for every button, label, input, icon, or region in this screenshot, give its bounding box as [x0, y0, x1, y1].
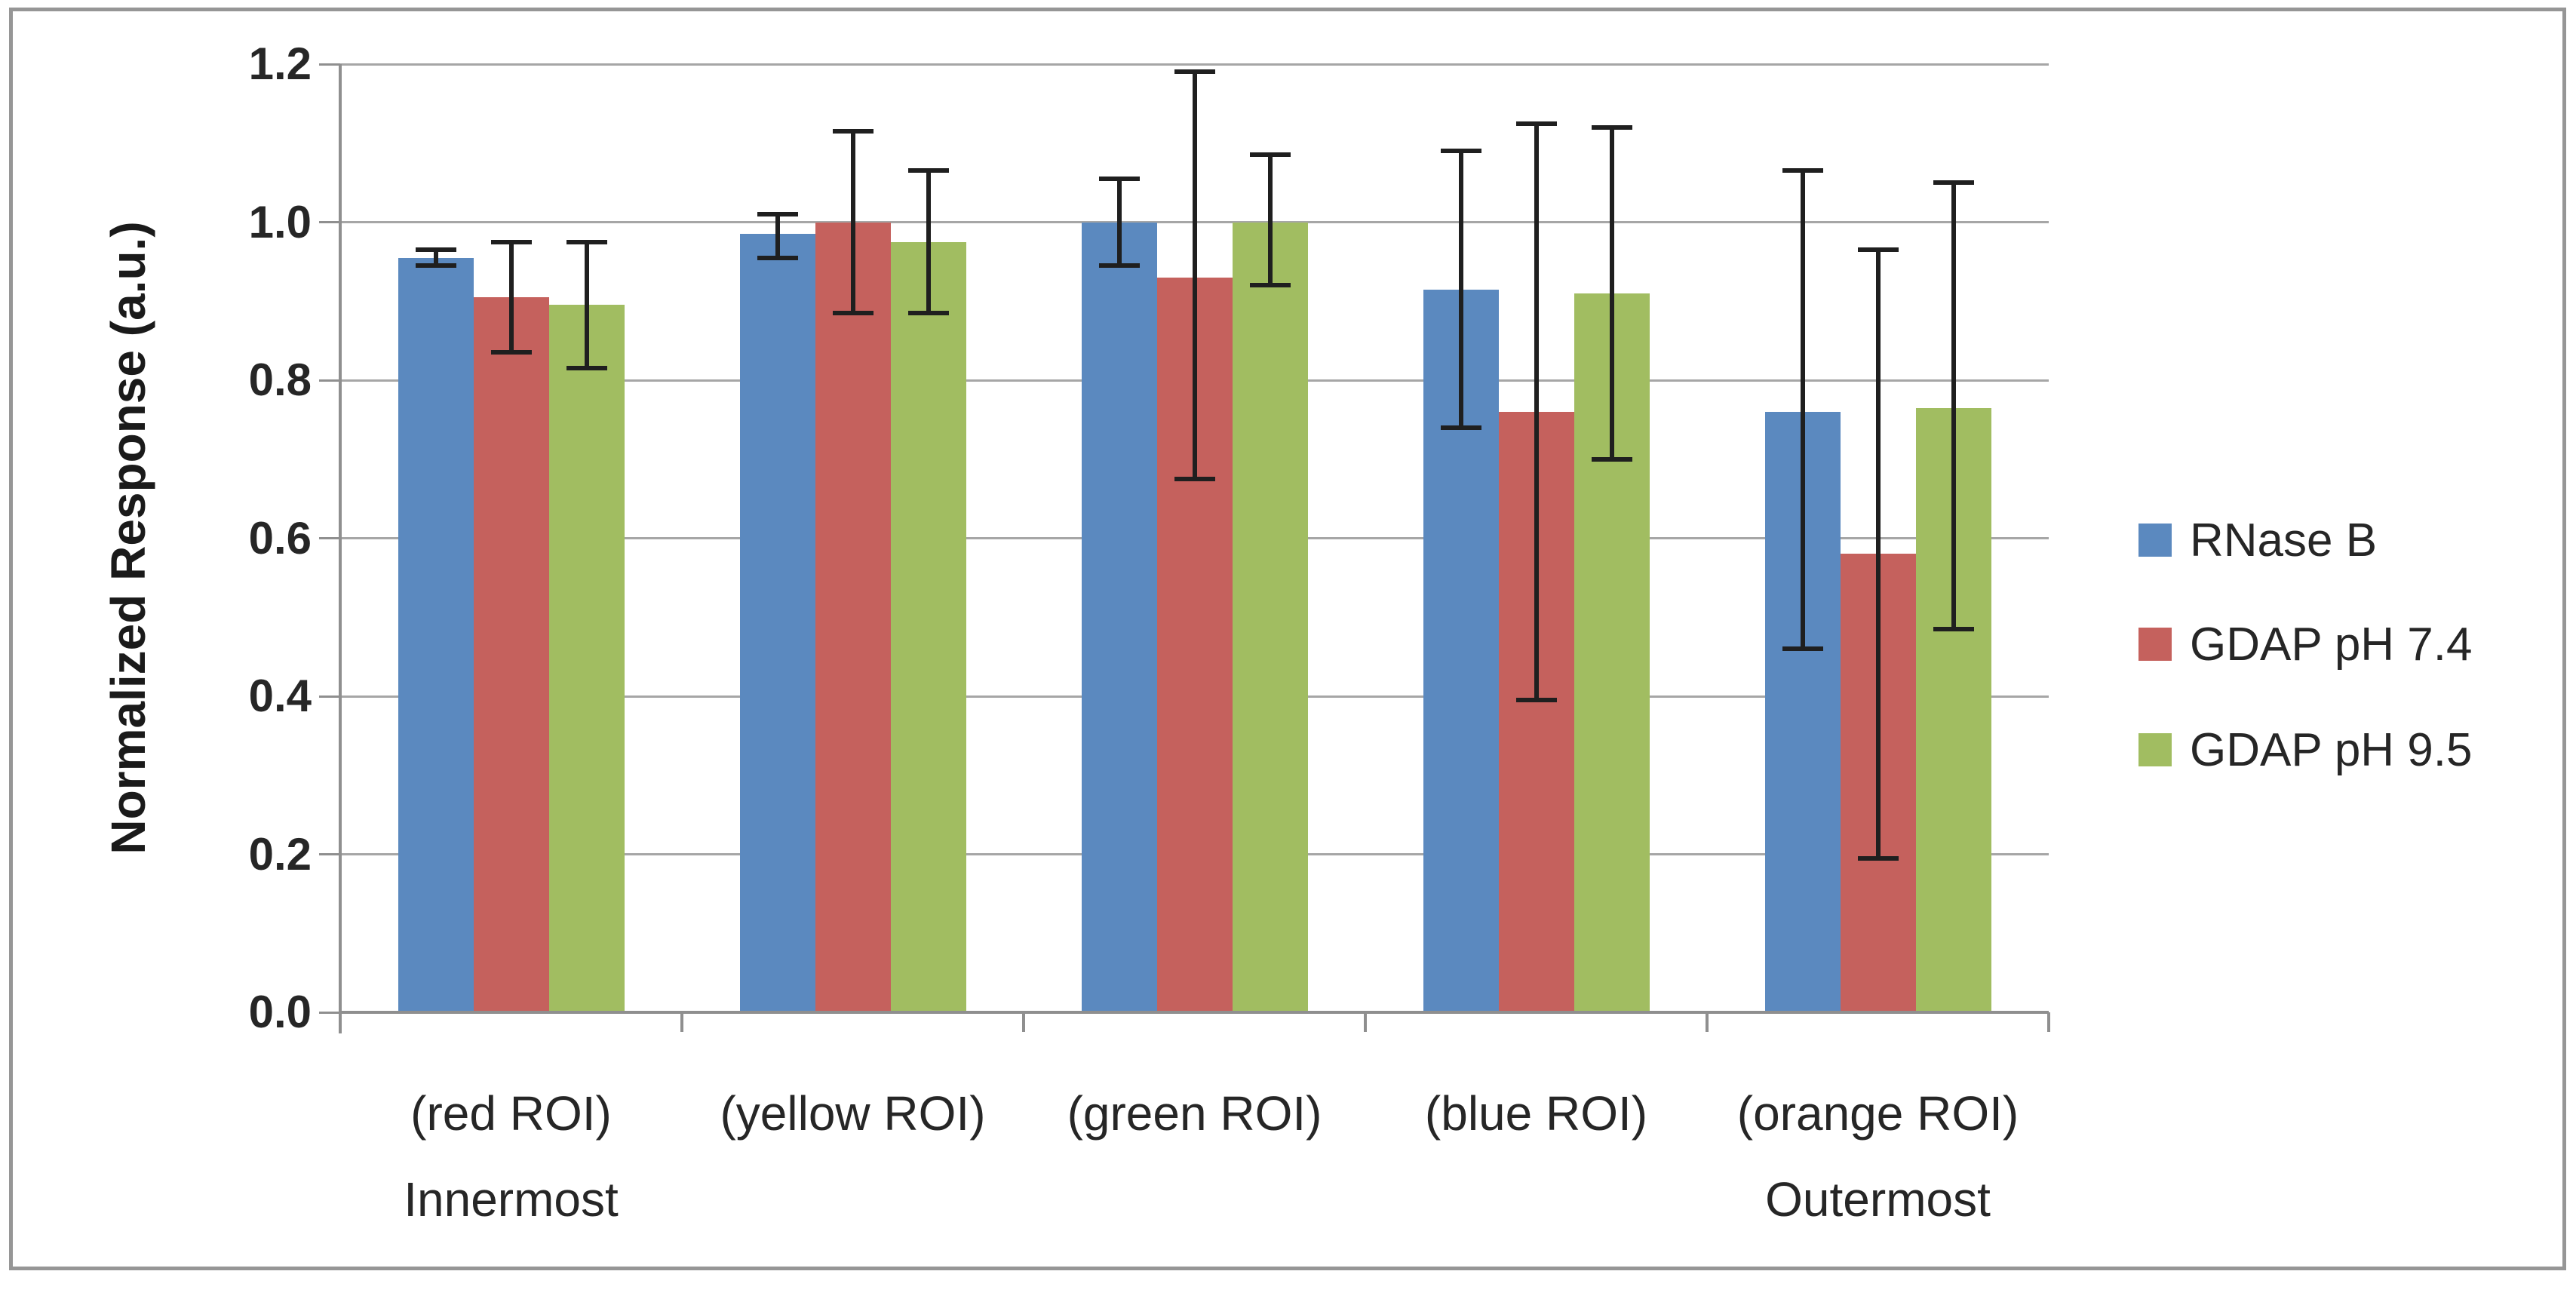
y-tick-label-0.6: 0.6 — [248, 512, 312, 563]
error-bar-rnase-b-orange-roi-bottom-cap — [1782, 646, 1823, 652]
legend-swatch-gdap-ph-9-5 — [2138, 733, 2172, 766]
error-bar-gdap-ph-7-4-green-roi — [1192, 72, 1197, 479]
error-bar-rnase-b-red-roi — [433, 250, 438, 266]
x-tick-0 — [339, 1012, 342, 1032]
error-bar-gdap-ph-9-5-green-roi-top-cap — [1249, 152, 1291, 158]
x-tick-5 — [2047, 1012, 2050, 1032]
legend-swatch-gdap-ph-7-4 — [2138, 628, 2172, 661]
error-bar-rnase-b-yellow-roi-bottom-cap — [757, 255, 798, 260]
bar-gdap-ph-9-5-green-roi — [1232, 222, 1308, 1012]
error-bar-gdap-ph-9-5-blue-roi — [1609, 127, 1614, 459]
error-bar-gdap-ph-9-5-orange-roi-top-cap — [1933, 180, 1974, 186]
x-category-label-red-roi: (red ROI) — [410, 1086, 612, 1141]
error-bar-gdap-ph-9-5-red-roi-bottom-cap — [566, 366, 607, 371]
x-tick-1 — [680, 1012, 683, 1032]
y-axis-title: Normalized Response (a.u.) — [101, 221, 155, 855]
error-bar-gdap-ph-7-4-green-roi-top-cap — [1174, 69, 1215, 75]
error-bar-gdap-ph-7-4-orange-roi — [1875, 250, 1881, 858]
bar-rnase-b-green-roi — [1081, 222, 1157, 1012]
error-bar-gdap-ph-9-5-yellow-roi — [926, 170, 931, 313]
error-bar-gdap-ph-9-5-yellow-roi-top-cap — [907, 168, 949, 173]
error-bar-rnase-b-orange-roi-top-cap — [1782, 168, 1823, 173]
error-bar-gdap-ph-7-4-blue-roi-top-cap — [1515, 121, 1557, 126]
error-bar-rnase-b-green-roi-top-cap — [1098, 176, 1140, 181]
error-bar-gdap-ph-7-4-orange-roi-top-cap — [1857, 247, 1899, 253]
error-bar-gdap-ph-9-5-red-roi-top-cap — [566, 239, 607, 244]
bar-gdap-ph-9-5-yellow-roi — [890, 241, 966, 1012]
y-tick-label-0.4: 0.4 — [248, 671, 312, 721]
error-bar-gdap-ph-9-5-green-roi — [1267, 155, 1273, 286]
bar-rnase-b-yellow-roi — [739, 234, 815, 1012]
bar-gdap-ph-7-4-yellow-roi — [815, 222, 891, 1012]
error-bar-rnase-b-green-roi — [1116, 178, 1122, 266]
y-tick-label-0.2: 0.2 — [248, 828, 312, 880]
error-bar-gdap-ph-9-5-yellow-roi-bottom-cap — [907, 310, 949, 315]
error-bar-gdap-ph-7-4-red-roi-bottom-cap — [490, 350, 532, 355]
error-bar-rnase-b-blue-roi — [1458, 151, 1463, 428]
error-bar-gdap-ph-9-5-blue-roi-top-cap — [1591, 124, 1632, 130]
error-bar-rnase-b-red-roi-top-cap — [415, 247, 456, 253]
error-bar-gdap-ph-7-4-green-roi-bottom-cap — [1174, 476, 1215, 481]
error-bar-rnase-b-orange-roi — [1800, 170, 1805, 649]
error-bar-gdap-ph-9-5-red-roi — [584, 241, 589, 369]
x-category-label-yellow-roi: (yellow ROI) — [720, 1086, 986, 1141]
x-category-label-green-roi: (green ROI) — [1067, 1086, 1322, 1141]
error-bar-rnase-b-yellow-roi-top-cap — [757, 212, 798, 217]
error-bar-rnase-b-blue-roi-top-cap — [1440, 149, 1481, 154]
x-tick-2 — [1022, 1012, 1025, 1032]
error-bar-gdap-ph-7-4-blue-roi — [1534, 123, 1539, 701]
y-tick-0.0 — [319, 1011, 340, 1014]
y-tick-1.0 — [319, 221, 340, 223]
bar-gdap-ph-7-4-red-roi — [473, 297, 549, 1012]
y-tick-0.6 — [319, 537, 340, 539]
x-category-sublabel-innermost: Innermost — [404, 1172, 619, 1227]
error-bar-gdap-ph-7-4-red-roi — [508, 241, 514, 353]
error-bar-gdap-ph-7-4-yellow-roi-bottom-cap — [832, 310, 874, 315]
error-bar-gdap-ph-7-4-red-roi-top-cap — [490, 239, 532, 244]
error-bar-rnase-b-blue-roi-bottom-cap — [1440, 425, 1481, 430]
error-bar-gdap-ph-7-4-yellow-roi — [850, 131, 855, 313]
error-bar-gdap-ph-7-4-yellow-roi-top-cap — [832, 129, 874, 134]
error-bar-rnase-b-green-roi-bottom-cap — [1098, 263, 1140, 269]
error-bar-gdap-ph-9-5-blue-roi-bottom-cap — [1591, 456, 1632, 462]
x-category-sublabel-outermost: Outermost — [1765, 1172, 1991, 1227]
x-tick-4 — [1706, 1012, 1709, 1032]
gridline-1.2 — [340, 63, 2049, 66]
x-tick-3 — [1364, 1012, 1367, 1032]
bar-rnase-b-red-roi — [398, 257, 474, 1012]
y-tick-0.4 — [319, 695, 340, 698]
x-axis-line — [340, 1011, 2049, 1014]
y-tick-label-1.0: 1.0 — [248, 196, 312, 247]
bar-gdap-ph-9-5-red-roi — [548, 305, 625, 1012]
y-tick-1.2 — [319, 63, 340, 66]
legend-label-gdap-ph-9-5: GDAP pH 9.5 — [2190, 723, 2473, 776]
x-category-label-orange-roi: (orange ROI) — [1736, 1086, 2019, 1141]
y-tick-0.8 — [319, 379, 340, 382]
error-bar-gdap-ph-7-4-blue-roi-bottom-cap — [1515, 698, 1557, 703]
legend-item-gdap-ph-9-5: GDAP pH 9.5 — [2138, 723, 2472, 776]
y-tick-label-0.8: 0.8 — [248, 355, 312, 405]
legend-label-gdap-ph-7-4: GDAP pH 7.4 — [2190, 618, 2473, 671]
legend-swatch-rnase-b — [2138, 524, 2172, 557]
y-tick-label-1.2: 1.2 — [248, 38, 312, 89]
error-bar-gdap-ph-7-4-orange-roi-bottom-cap — [1857, 855, 1899, 861]
error-bar-rnase-b-red-roi-bottom-cap — [415, 263, 456, 269]
y-axis-line — [339, 64, 342, 1033]
error-bar-gdap-ph-9-5-orange-roi — [1951, 183, 1956, 629]
y-tick-label-0.0: 0.0 — [248, 987, 312, 1037]
x-category-label-blue-roi: (blue ROI) — [1424, 1086, 1648, 1141]
y-tick-0.2 — [319, 853, 340, 855]
legend-label-rnase-b: RNase B — [2190, 514, 2378, 567]
error-bar-gdap-ph-9-5-orange-roi-bottom-cap — [1933, 626, 1974, 631]
error-bar-rnase-b-yellow-roi — [775, 214, 780, 258]
legend-item-rnase-b: RNase B — [2138, 514, 2377, 567]
error-bar-gdap-ph-9-5-green-roi-bottom-cap — [1249, 283, 1291, 288]
legend-item-gdap-ph-7-4: GDAP pH 7.4 — [2138, 618, 2472, 671]
